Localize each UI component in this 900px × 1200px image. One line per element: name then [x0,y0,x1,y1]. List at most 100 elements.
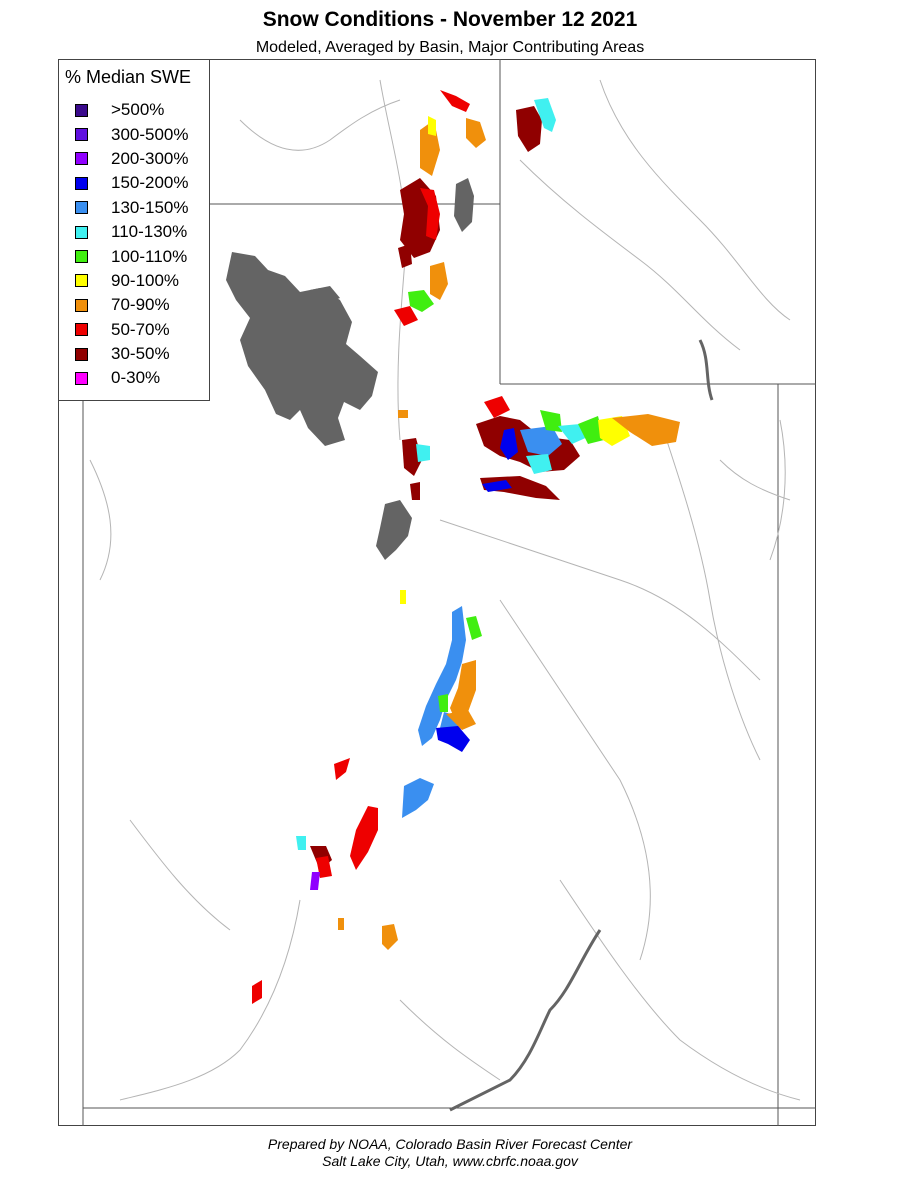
basin-150-200 [500,428,518,460]
basin-70-90 [430,262,448,300]
legend-item: 130-150% [75,196,189,220]
legend-item: 100-110% [75,244,189,268]
river [119,899,301,1101]
legend-label: 150-200% [111,173,189,193]
basin-100-110 [408,290,434,312]
colorado-river [449,929,602,1112]
legend-swatch [75,323,88,337]
river [519,159,741,351]
legend-label: 110-130% [111,222,188,242]
legend-swatch [75,103,88,117]
legend-swatch [75,152,88,166]
legend-label: 0-30% [111,368,161,388]
legend-swatch [75,128,88,142]
footer-credit: Prepared by NOAA, Colorado Basin River F… [267,1136,633,1152]
river [719,459,791,501]
legend-label: 130-150% [111,197,189,217]
utah-lake [376,500,412,560]
basin-30-50 [516,106,542,152]
rivers [89,79,801,1101]
basin-110-130 [296,836,306,850]
basin-110-130 [526,454,552,474]
legend-swatch [75,347,88,361]
lake-powell [449,339,714,1112]
legend-item: 150-200% [75,171,189,195]
basin-130-150 [418,606,466,746]
legend-item: 300-500% [75,122,189,146]
basin-50-70 [394,306,418,326]
legend-label: 90-100% [111,270,180,290]
river [439,519,761,681]
legend-item: 0-30% [75,366,189,390]
basin-50-70 [440,90,470,112]
river [399,999,501,1081]
green-river-canyon [698,339,714,401]
legend-title: % Median SWE [65,67,192,87]
footer: Prepared by NOAA, Colorado Basin River F… [0,1136,900,1170]
legend-swatch [75,371,88,385]
basin-30-50 [398,244,412,268]
legend-label: 70-90% [111,295,170,315]
basin-130-150 [520,426,562,456]
basin-50-70 [350,806,378,870]
footer-location: Salt Lake City, Utah, www.cbrfc.noaa.gov [322,1153,578,1169]
basin-90-100 [428,116,436,136]
basin-110-130 [416,444,430,462]
river [239,99,401,151]
river [599,79,791,321]
legend-label: 300-500% [111,124,189,144]
basin-70-90 [338,918,344,930]
legend-item: 30-50% [75,342,189,366]
legend-item: >500% [75,98,189,122]
legend-label: 50-70% [111,319,170,339]
river [559,879,801,1101]
map-title: Snow Conditions - November 12 2021 [262,8,638,31]
basin-50-70 [484,396,510,418]
basin-70-90 [612,414,680,446]
basin-90-100 [400,590,406,604]
basin-50-70 [316,856,332,878]
legend-item: 70-90% [75,293,189,317]
basin-50-70 [334,758,350,780]
legend-swatch [75,250,88,264]
basin-150-200 [436,726,470,752]
legend-label: >500% [111,100,165,120]
basin-50-70 [252,980,262,1004]
map-subtitle: Modeled, Averaged by Basin, Major Contri… [255,39,645,56]
small-lake [310,286,340,304]
legend-label: 30-50% [111,344,170,364]
basin-200-300 [310,872,320,890]
basin-50-70 [420,188,440,240]
legend-item: 110-130% [75,220,189,244]
basin-70-90 [450,660,476,722]
legend-swatch [75,201,88,215]
river [769,419,786,561]
basin-70-90 [382,924,398,950]
basin-100-110 [578,416,604,444]
bear-lake [454,178,474,232]
basin-100-110 [466,616,482,640]
legend-swatch [75,225,88,239]
river [659,419,761,761]
legend-list: >500% 300-500% 200-300% 150-200% 130-150% 110… [75,98,189,391]
basin-70-90 [398,410,408,418]
river [89,459,112,581]
lakes [226,178,474,560]
basin-100-110 [438,694,448,712]
legend-swatch [75,298,88,312]
legend-label: 200-300% [111,148,189,168]
great-salt-lake [226,252,378,446]
snow-basins [252,90,680,1004]
legend-item: 90-100% [75,269,189,293]
river [129,819,231,931]
basin-110-130 [534,98,556,132]
legend: % Median SWE >500% 300-500% 200-300% 150-20… [58,59,210,401]
legend-swatch [75,176,88,190]
river [499,599,651,961]
basin-130-150 [402,778,434,818]
basin-30-50 [410,482,420,500]
basin-70-90 [466,118,486,148]
basin-100-110 [540,410,562,432]
legend-swatch [75,274,88,288]
